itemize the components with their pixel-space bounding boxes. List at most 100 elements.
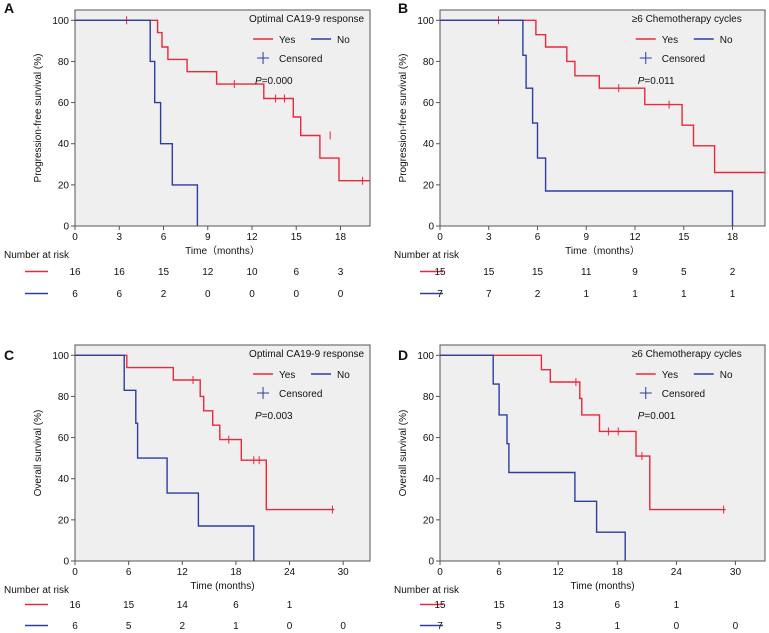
risk-count-no: 1: [583, 289, 589, 300]
risk-table-label: Number at risk: [394, 585, 460, 596]
risk-count-no: 5: [496, 621, 502, 632]
risk-count-no: 6: [116, 289, 122, 300]
plot-area: [439, 344, 766, 562]
p-number: =0.003: [262, 411, 293, 422]
x-tick-label: 12: [246, 232, 258, 243]
panel-label: D: [398, 347, 408, 363]
p-number: =0.001: [644, 411, 675, 422]
risk-count-no: 7: [437, 621, 443, 632]
risk-count-no: 1: [730, 289, 736, 300]
legend-yes-label: Yes: [279, 370, 295, 381]
risk-count-no: 6: [72, 289, 78, 300]
plot-area: [74, 9, 371, 227]
x-tick-label: 18: [727, 232, 739, 243]
x-tick-label: 6: [126, 567, 132, 578]
y-tick-label: 100: [417, 16, 434, 27]
y-tick-label: 60: [423, 433, 435, 444]
p-symbol: P: [638, 411, 645, 422]
p-value: P=0.000: [255, 76, 293, 87]
y-tick-label: 80: [423, 57, 435, 68]
x-tick-label: 6: [161, 232, 167, 243]
y-tick-label: 80: [423, 392, 435, 403]
risk-count-yes: 2: [730, 267, 736, 278]
panel-label: B: [398, 0, 408, 16]
risk-count-yes: 9: [632, 267, 638, 278]
risk-count-yes: 14: [177, 600, 189, 611]
risk-count-yes: 1: [287, 600, 293, 611]
risk-count-no: 0: [205, 289, 211, 300]
risk-count-yes: 15: [123, 600, 135, 611]
y-axis-title: Overall survival (%): [398, 410, 409, 497]
risk-count-no: 2: [161, 289, 167, 300]
x-tick-label: 12: [629, 232, 641, 243]
risk-count-no: 7: [437, 289, 443, 300]
survival-curve-no: [440, 19, 734, 226]
survival-curve-no: [75, 354, 255, 561]
risk-count-no: 0: [293, 289, 299, 300]
x-tick-label: 18: [230, 567, 242, 578]
risk-count-no: 0: [340, 621, 346, 632]
legend-yes-label: Yes: [662, 35, 678, 46]
risk-count-yes: 15: [434, 600, 446, 611]
x-tick-label: 6: [535, 232, 541, 243]
x-tick-label: 3: [116, 232, 122, 243]
x-tick-label: 9: [205, 232, 211, 243]
y-tick-label: 20: [423, 180, 435, 191]
risk-count-no: 1: [233, 621, 239, 632]
x-tick-label: 15: [678, 232, 690, 243]
legend-title: ≥6 Chemotherapy cycles: [632, 14, 742, 25]
x-tick-label: 18: [335, 232, 347, 243]
risk-count-no: 5: [126, 621, 132, 632]
x-axis-title: Time（months）: [185, 245, 260, 257]
risk-count-no: 2: [535, 289, 541, 300]
p-number: =0.011: [644, 76, 675, 87]
risk-table-label: Number at risk: [394, 250, 460, 261]
risk-count-yes: 15: [532, 267, 544, 278]
y-axis-title: Progression-free survival (%): [33, 54, 44, 183]
legend-no-label: No: [337, 35, 350, 46]
risk-count-yes: 6: [614, 600, 620, 611]
y-tick-label: 100: [52, 351, 69, 362]
risk-count-yes: 15: [483, 267, 495, 278]
y-tick-label: 40: [423, 474, 435, 485]
x-tick-label: 0: [72, 232, 78, 243]
risk-count-no: 0: [338, 289, 344, 300]
legend-censored-label: Censored: [662, 54, 705, 65]
y-axis-title: Overall survival (%): [33, 410, 44, 497]
legend-yes-label: Yes: [662, 370, 678, 381]
legend-yes-label: Yes: [279, 35, 295, 46]
x-tick-label: 15: [291, 232, 303, 243]
p-symbol: P: [638, 76, 645, 87]
p-value: P=0.003: [255, 411, 293, 422]
x-tick-label: 0: [72, 567, 78, 578]
p-value: P=0.001: [638, 411, 676, 422]
y-tick-label: 80: [58, 392, 70, 403]
legend-title: Optimal CA19-9 response: [249, 14, 364, 25]
legend-no-label: No: [720, 370, 733, 381]
legend-censored-label: Censored: [662, 389, 705, 400]
risk-count-no: 1: [632, 289, 638, 300]
y-axis-title: Progression-free survival (%): [398, 54, 409, 183]
risk-count-yes: 5: [681, 267, 687, 278]
p-value: P=0.011: [638, 76, 675, 87]
risk-count-no: 3: [555, 621, 561, 632]
y-tick-label: 0: [63, 222, 69, 233]
y-tick-label: 0: [428, 222, 434, 233]
risk-count-yes: 16: [114, 267, 126, 278]
p-symbol: P: [255, 76, 262, 87]
y-tick-label: 60: [58, 433, 70, 444]
plot-area: [439, 9, 766, 227]
y-tick-label: 40: [58, 139, 70, 150]
legend-title: Optimal CA19-9 response: [249, 349, 364, 360]
risk-count-no: 6: [72, 621, 78, 632]
risk-count-yes: 11: [581, 267, 592, 278]
panel-label: C: [4, 347, 14, 363]
plot-area: [74, 344, 371, 562]
risk-count-no: 0: [674, 621, 680, 632]
p-symbol: P: [255, 411, 262, 422]
x-tick-label: 30: [730, 567, 742, 578]
